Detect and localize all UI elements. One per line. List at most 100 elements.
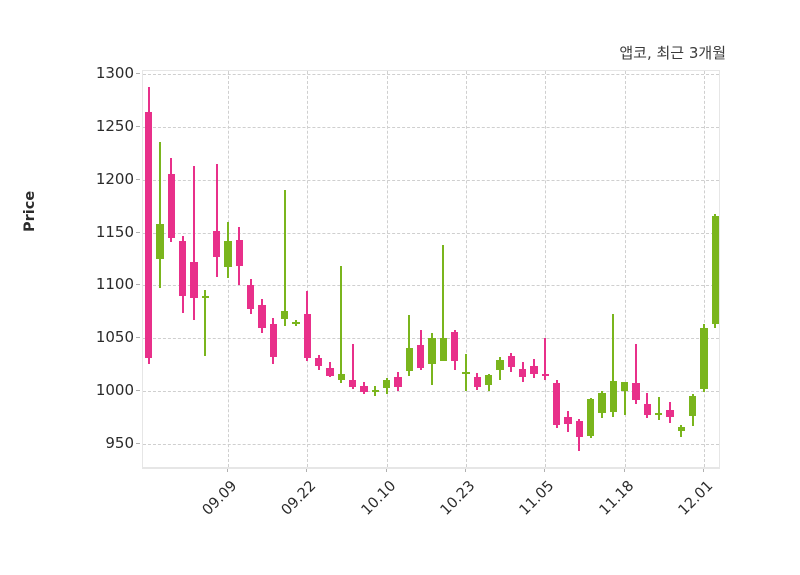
candle-body[interactable]: [462, 371, 470, 374]
candle-body[interactable]: [700, 327, 708, 389]
gridline-horizontal: [143, 390, 719, 392]
candle-body[interactable]: [587, 399, 595, 437]
candle-wick: [635, 344, 637, 404]
candle-wick: [408, 314, 411, 377]
candle-body[interactable]: [417, 345, 425, 368]
candle-body[interactable]: [507, 356, 515, 367]
candle-body[interactable]: [496, 360, 504, 370]
candle-body[interactable]: [609, 381, 617, 412]
y-axis-tick-mark: [136, 231, 140, 233]
x-axis-tick-mark: [623, 468, 625, 472]
y-axis-tick-labels: 950 1000 1050 1100 1150 1200 1250 1300: [72, 0, 134, 575]
candle-body[interactable]: [247, 285, 255, 309]
gridline-vertical: [545, 71, 547, 467]
candle-body[interactable]: [519, 368, 527, 378]
candle-body[interactable]: [655, 413, 663, 416]
gridline-vertical: [624, 71, 626, 467]
candle-body[interactable]: [428, 338, 436, 365]
x-axis-tick-label: 12.01: [675, 478, 717, 519]
candle-body[interactable]: [632, 383, 640, 401]
candle-wick: [193, 166, 195, 321]
candle-body[interactable]: [145, 112, 153, 359]
x-axis-tick-mark: [306, 468, 308, 472]
y-axis-tick-label: 1250: [95, 116, 134, 135]
x-axis-spine: [142, 468, 720, 469]
gridline-horizontal: [143, 232, 719, 234]
candle-body[interactable]: [190, 262, 198, 298]
candle-body[interactable]: [315, 358, 323, 366]
gridline-vertical: [307, 71, 309, 467]
candle-body[interactable]: [643, 403, 651, 416]
candle-wick: [351, 344, 354, 389]
x-axis-tick-mark: [544, 468, 546, 472]
candle-body[interactable]: [235, 239, 243, 267]
candle-body[interactable]: [360, 385, 368, 392]
candle-body[interactable]: [485, 375, 493, 385]
candle-body[interactable]: [677, 426, 685, 431]
candle-body[interactable]: [394, 377, 402, 387]
candle-body[interactable]: [541, 373, 549, 377]
candle-wick: [204, 289, 207, 357]
candle-body[interactable]: [281, 310, 289, 320]
y-axis-tick-label: 1050: [95, 328, 134, 347]
y-axis-tick-mark: [136, 389, 140, 391]
candle-body[interactable]: [553, 383, 561, 425]
candle-wick: [340, 266, 343, 384]
x-axis-tick-label: 10.23: [437, 478, 479, 519]
y-axis-tick-label: 1000: [95, 380, 134, 399]
candle-body[interactable]: [167, 174, 175, 238]
gridline-vertical: [386, 71, 388, 467]
candle-body[interactable]: [621, 382, 629, 391]
candle-wick: [442, 245, 445, 347]
candle-wick: [623, 383, 626, 416]
x-axis-tick-label: 09.22: [278, 478, 320, 519]
y-axis-tick-mark: [136, 125, 140, 127]
candle-body[interactable]: [258, 305, 266, 328]
x-axis-tick-label: 11.18: [596, 478, 637, 519]
candle-body[interactable]: [575, 421, 583, 438]
y-axis-tick-label: 950: [105, 433, 134, 452]
candle-body[interactable]: [349, 380, 357, 387]
y-axis-tick-mark: [136, 337, 140, 339]
candle-body[interactable]: [405, 347, 413, 371]
candle-body[interactable]: [598, 392, 606, 414]
x-axis-tick-mark: [465, 468, 466, 472]
candle-body[interactable]: [371, 389, 379, 392]
candle-body[interactable]: [224, 240, 232, 268]
candle-body[interactable]: [689, 396, 697, 417]
chart-title: 앱코, 최근 3개월: [619, 44, 726, 62]
candle-wick: [612, 313, 615, 418]
candle-body[interactable]: [666, 409, 674, 418]
y-axis-tick-mark: [136, 178, 140, 180]
candle-body[interactable]: [326, 367, 334, 377]
y-axis-tick-mark: [136, 442, 140, 444]
y-axis-tick-mark: [136, 73, 140, 75]
candle-body[interactable]: [292, 322, 300, 325]
candle-body[interactable]: [439, 338, 447, 362]
candle-body[interactable]: [213, 231, 221, 257]
candle-wick: [657, 397, 660, 421]
candle-body[interactable]: [337, 373, 345, 381]
candle-body[interactable]: [303, 313, 311, 359]
gridline-horizontal: [143, 179, 719, 181]
candle-body[interactable]: [201, 295, 209, 298]
y-axis-tick-label: 1200: [95, 169, 134, 188]
candle-body[interactable]: [451, 331, 459, 362]
candle-body[interactable]: [530, 365, 538, 374]
candle-body[interactable]: [179, 240, 187, 296]
y-axis-tick-label: 1150: [95, 222, 134, 241]
candle-body[interactable]: [564, 417, 572, 424]
candle-body[interactable]: [473, 377, 481, 387]
gridline-vertical: [466, 71, 467, 467]
candle-body[interactable]: [383, 380, 391, 388]
candle-body[interactable]: [269, 324, 277, 358]
candle-wick: [544, 338, 547, 381]
candle-body[interactable]: [711, 215, 719, 325]
candle-wick: [283, 190, 286, 327]
gridline-horizontal: [143, 74, 719, 76]
plot-area: [142, 70, 720, 468]
candle-body[interactable]: [156, 224, 164, 259]
x-axis-tick-mark: [385, 468, 387, 472]
y-axis-label: Price: [22, 190, 38, 232]
